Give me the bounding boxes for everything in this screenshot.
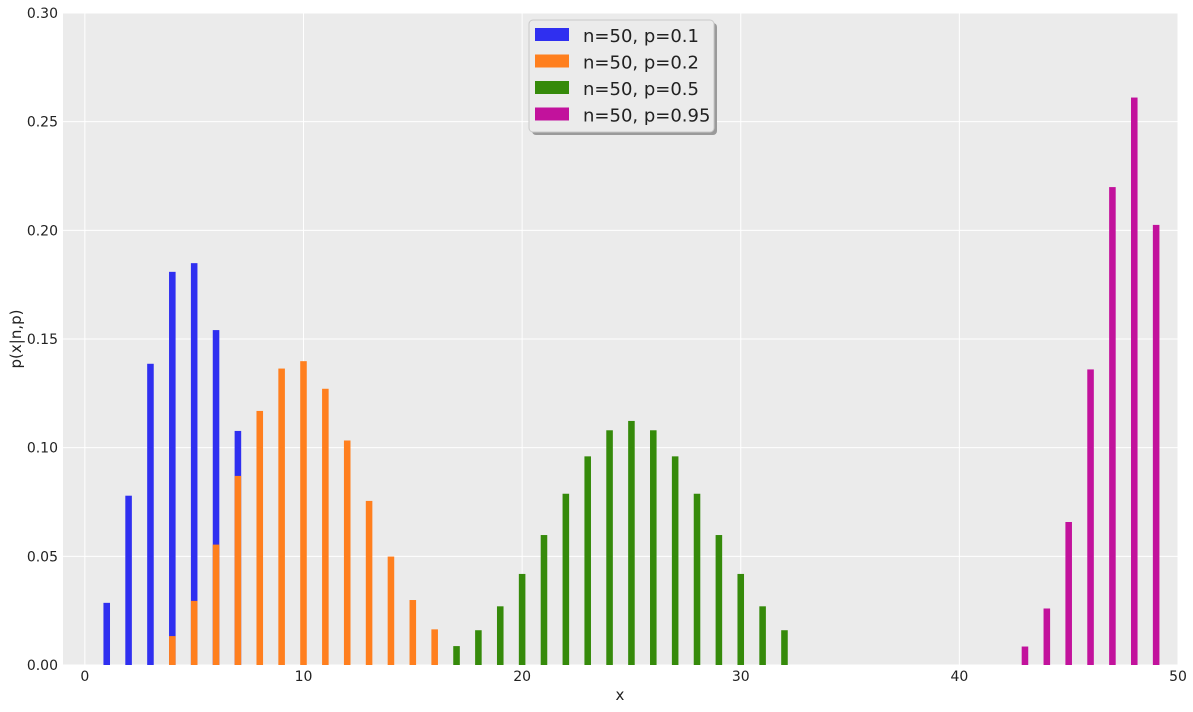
bar-n-50-p-0-2-x13 [365, 500, 373, 665]
bar-n-50-p-0-95-x46 [1087, 369, 1094, 665]
bar-n-50-p-0-2-x6 [212, 544, 220, 665]
y-tick-label: 0.00 [27, 658, 58, 674]
legend-label: n=50, p=0.1 [583, 26, 699, 47]
x-tick-label: 0 [80, 669, 89, 685]
bar-n-50-p-0-5-x24 [606, 430, 613, 665]
legend-label: n=50, p=0.5 [583, 79, 699, 100]
bar-n-50-p-0-95-x49 [1152, 224, 1160, 665]
bar-n-50-p-0-1-x3 [147, 363, 154, 665]
bar-n-50-p-0-2-x12 [343, 440, 351, 665]
bar-n-50-p-0-2-x14 [387, 556, 395, 665]
bar-n-50-p-0-1-x4 [169, 271, 176, 665]
y-tick-label: 0.20 [27, 223, 58, 239]
bar-n-50-p-0-1-x6 [212, 330, 220, 665]
legend: n=50, p=0.1 n=50, p=0.2 n=50, p=0.5 n=50, p… [528, 19, 717, 135]
legend-label: n=50, p=0.2 [583, 53, 699, 74]
x-axis-label: x [616, 686, 625, 704]
bar-n-50-p-0-5-x25 [628, 420, 635, 665]
x-tick-label: 30 [732, 669, 750, 685]
bar-n-50-p-0-95-x44 [1043, 608, 1051, 665]
bar-n-50-p-0-2-x16 [431, 629, 438, 665]
bar-n-50-p-0-2-x4 [169, 636, 176, 665]
y-axis-label: p(x|n,p) [7, 310, 25, 369]
x-tick-label: 10 [295, 669, 313, 685]
bar-n-50-p-0-5-x21 [540, 535, 548, 665]
y-tick-label: 0.10 [27, 441, 58, 457]
legend-swatch [535, 107, 569, 121]
bar-n-50-p-0-5-x18 [475, 630, 482, 665]
grid-lines [63, 12, 1179, 666]
y-tick-label: 0.15 [27, 332, 58, 348]
legend-entries: n=50, p=0.1 n=50, p=0.2 n=50, p=0.5 n=50, p… [535, 26, 710, 127]
bar-n-50-p-0-95-x47 [1109, 187, 1116, 666]
bar-n-50-p-0-2-x15 [409, 600, 417, 665]
bar-n-50-p-0-2-x7 [234, 475, 242, 665]
bar-n-50-p-0-5-x17 [453, 646, 460, 665]
y-tick-label: 0.25 [27, 115, 58, 131]
bar-n-50-p-0-2-x5 [190, 600, 198, 665]
bars [103, 97, 1160, 666]
bar-n-50-p-0-5-x29 [715, 535, 723, 665]
bar-n-50-p-0-5-x19 [496, 606, 504, 665]
bar-n-50-p-0-5-x28 [693, 493, 701, 665]
bar-n-50-p-0-95-x48 [1130, 97, 1138, 665]
x-tick-label: 40 [950, 669, 968, 685]
bar-n-50-p-0-1-x1 [103, 602, 111, 665]
bar-n-50-p-0-5-x23 [584, 456, 591, 665]
legend-box [528, 19, 715, 133]
x-tick-label: 20 [513, 669, 531, 685]
y-tick-label: 0.05 [27, 549, 58, 565]
tick-labels: 0.00 0.05 0.10 0.15 0.20 0.25 0.30 0 10 20 30 40 50 [27, 6, 1187, 685]
legend-swatch [535, 54, 569, 68]
legend-swatch [535, 28, 569, 41]
bar-n-50-p-0-2-x8 [256, 410, 264, 665]
bar-n-50-p-0-5-x31 [759, 606, 766, 665]
bar-n-50-p-0-5-x20 [518, 573, 526, 665]
legend-swatch [535, 81, 569, 94]
bar-n-50-p-0-2-x11 [322, 388, 329, 665]
bar-n-50-p-0-5-x26 [650, 430, 657, 665]
bar-n-50-p-0-2-x10 [300, 361, 307, 665]
bar-n-50-p-0-1-x5 [190, 263, 198, 665]
legend-label: n=50, p=0.95 [583, 106, 710, 127]
bar-n-50-p-0-1-x2 [125, 495, 132, 665]
bar-n-50-p-0-5-x27 [671, 456, 679, 665]
x-tick-label: 50 [1169, 669, 1187, 685]
bar-n-50-p-0-95-x43 [1021, 646, 1029, 665]
bar-n-50-p-0-5-x30 [737, 573, 745, 665]
y-tick-label: 0.30 [27, 6, 58, 22]
bar-n-50-p-0-5-x32 [781, 630, 788, 665]
bar-n-50-p-0-5-x22 [562, 493, 570, 665]
bar-n-50-p-0-95-x45 [1065, 521, 1072, 665]
bar-n-50-p-0-2-x9 [278, 368, 285, 665]
